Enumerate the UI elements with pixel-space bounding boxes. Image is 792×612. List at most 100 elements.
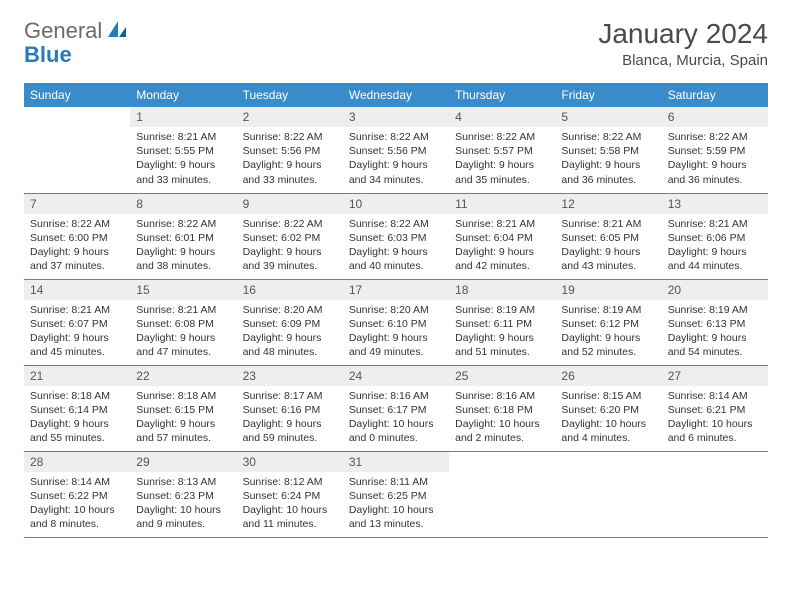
header: General January 2024 Blanca, Murcia, Spa… — [24, 18, 768, 69]
calendar-day-cell: 30Sunrise: 8:12 AMSunset: 6:24 PMDayligh… — [237, 451, 343, 537]
daylight-text: Daylight: 9 hours and 51 minutes. — [455, 331, 549, 359]
sunset-text: Sunset: 6:20 PM — [561, 403, 655, 417]
daylight-text: Daylight: 9 hours and 45 minutes. — [30, 331, 124, 359]
day-number — [555, 452, 661, 472]
day-details: Sunrise: 8:22 AMSunset: 6:02 PMDaylight:… — [237, 214, 343, 279]
daylight-text: Daylight: 9 hours and 36 minutes. — [668, 158, 762, 186]
calendar-table: Sunday Monday Tuesday Wednesday Thursday… — [24, 83, 768, 538]
sunrise-text: Sunrise: 8:22 AM — [349, 130, 443, 144]
daylight-text: Daylight: 9 hours and 34 minutes. — [349, 158, 443, 186]
weekday-header: Tuesday — [237, 83, 343, 107]
daylight-text: Daylight: 9 hours and 49 minutes. — [349, 331, 443, 359]
day-number: 30 — [237, 452, 343, 472]
calendar-day-cell: 27Sunrise: 8:14 AMSunset: 6:21 PMDayligh… — [662, 365, 768, 451]
daylight-text: Daylight: 9 hours and 33 minutes. — [243, 158, 337, 186]
sunrise-text: Sunrise: 8:20 AM — [243, 303, 337, 317]
daylight-text: Daylight: 10 hours and 8 minutes. — [30, 503, 124, 531]
sunrise-text: Sunrise: 8:21 AM — [136, 130, 230, 144]
calendar-day-cell: 22Sunrise: 8:18 AMSunset: 6:15 PMDayligh… — [130, 365, 236, 451]
daylight-text: Daylight: 10 hours and 9 minutes. — [136, 503, 230, 531]
day-number: 3 — [343, 107, 449, 127]
sunset-text: Sunset: 6:05 PM — [561, 231, 655, 245]
day-details: Sunrise: 8:18 AMSunset: 6:14 PMDaylight:… — [24, 386, 130, 451]
sunrise-text: Sunrise: 8:22 AM — [561, 130, 655, 144]
day-details: Sunrise: 8:21 AMSunset: 6:08 PMDaylight:… — [130, 300, 236, 365]
sunset-text: Sunset: 6:24 PM — [243, 489, 337, 503]
day-number — [449, 452, 555, 472]
day-number — [662, 452, 768, 472]
calendar-day-cell: 7Sunrise: 8:22 AMSunset: 6:00 PMDaylight… — [24, 193, 130, 279]
sunset-text: Sunset: 5:55 PM — [136, 144, 230, 158]
calendar-day-cell: 4Sunrise: 8:22 AMSunset: 5:57 PMDaylight… — [449, 107, 555, 193]
day-details: Sunrise: 8:21 AMSunset: 6:06 PMDaylight:… — [662, 214, 768, 279]
day-details: Sunrise: 8:20 AMSunset: 6:10 PMDaylight:… — [343, 300, 449, 365]
daylight-text: Daylight: 10 hours and 13 minutes. — [349, 503, 443, 531]
day-details: Sunrise: 8:21 AMSunset: 6:05 PMDaylight:… — [555, 214, 661, 279]
calendar-day-cell: 13Sunrise: 8:21 AMSunset: 6:06 PMDayligh… — [662, 193, 768, 279]
sunrise-text: Sunrise: 8:22 AM — [455, 130, 549, 144]
day-number: 17 — [343, 280, 449, 300]
sunrise-text: Sunrise: 8:19 AM — [561, 303, 655, 317]
sunset-text: Sunset: 6:13 PM — [668, 317, 762, 331]
day-number: 23 — [237, 366, 343, 386]
sunset-text: Sunset: 6:16 PM — [243, 403, 337, 417]
daylight-text: Daylight: 9 hours and 57 minutes. — [136, 417, 230, 445]
sunrise-text: Sunrise: 8:21 AM — [561, 217, 655, 231]
sunset-text: Sunset: 5:59 PM — [668, 144, 762, 158]
daylight-text: Daylight: 9 hours and 40 minutes. — [349, 245, 443, 273]
logo-sail-icon — [106, 19, 128, 44]
day-details: Sunrise: 8:11 AMSunset: 6:25 PMDaylight:… — [343, 472, 449, 537]
calendar-week-row: 28Sunrise: 8:14 AMSunset: 6:22 PMDayligh… — [24, 451, 768, 537]
day-number: 19 — [555, 280, 661, 300]
day-number: 11 — [449, 194, 555, 214]
daylight-text: Daylight: 9 hours and 43 minutes. — [561, 245, 655, 273]
daylight-text: Daylight: 9 hours and 55 minutes. — [30, 417, 124, 445]
calendar-body: 1Sunrise: 8:21 AMSunset: 5:55 PMDaylight… — [24, 107, 768, 537]
sunset-text: Sunset: 5:56 PM — [243, 144, 337, 158]
day-details: Sunrise: 8:21 AMSunset: 6:07 PMDaylight:… — [24, 300, 130, 365]
sunset-text: Sunset: 5:56 PM — [349, 144, 443, 158]
daylight-text: Daylight: 9 hours and 52 minutes. — [561, 331, 655, 359]
day-number: 6 — [662, 107, 768, 127]
calendar-day-cell: 26Sunrise: 8:15 AMSunset: 6:20 PMDayligh… — [555, 365, 661, 451]
daylight-text: Daylight: 9 hours and 54 minutes. — [668, 331, 762, 359]
sunset-text: Sunset: 6:21 PM — [668, 403, 762, 417]
sunset-text: Sunset: 5:57 PM — [455, 144, 549, 158]
sunset-text: Sunset: 6:23 PM — [136, 489, 230, 503]
calendar-day-cell — [555, 451, 661, 537]
calendar-day-cell — [449, 451, 555, 537]
weekday-header: Monday — [130, 83, 236, 107]
day-number: 1 — [130, 107, 236, 127]
sunrise-text: Sunrise: 8:19 AM — [455, 303, 549, 317]
day-number: 15 — [130, 280, 236, 300]
calendar-day-cell: 25Sunrise: 8:16 AMSunset: 6:18 PMDayligh… — [449, 365, 555, 451]
daylight-text: Daylight: 9 hours and 39 minutes. — [243, 245, 337, 273]
day-number: 22 — [130, 366, 236, 386]
day-details: Sunrise: 8:19 AMSunset: 6:12 PMDaylight:… — [555, 300, 661, 365]
daylight-text: Daylight: 9 hours and 37 minutes. — [30, 245, 124, 273]
daylight-text: Daylight: 10 hours and 11 minutes. — [243, 503, 337, 531]
calendar-day-cell: 19Sunrise: 8:19 AMSunset: 6:12 PMDayligh… — [555, 279, 661, 365]
sunrise-text: Sunrise: 8:22 AM — [668, 130, 762, 144]
sunrise-text: Sunrise: 8:22 AM — [243, 130, 337, 144]
sunrise-text: Sunrise: 8:21 AM — [668, 217, 762, 231]
calendar-day-cell: 28Sunrise: 8:14 AMSunset: 6:22 PMDayligh… — [24, 451, 130, 537]
page-subtitle: Blanca, Murcia, Spain — [598, 52, 768, 69]
day-number: 21 — [24, 366, 130, 386]
day-number: 16 — [237, 280, 343, 300]
calendar-day-cell: 16Sunrise: 8:20 AMSunset: 6:09 PMDayligh… — [237, 279, 343, 365]
day-number: 12 — [555, 194, 661, 214]
sunset-text: Sunset: 6:12 PM — [561, 317, 655, 331]
sunset-text: Sunset: 6:11 PM — [455, 317, 549, 331]
daylight-text: Daylight: 9 hours and 44 minutes. — [668, 245, 762, 273]
calendar-day-cell: 31Sunrise: 8:11 AMSunset: 6:25 PMDayligh… — [343, 451, 449, 537]
day-details: Sunrise: 8:14 AMSunset: 6:22 PMDaylight:… — [24, 472, 130, 537]
day-number: 20 — [662, 280, 768, 300]
sunset-text: Sunset: 6:09 PM — [243, 317, 337, 331]
daylight-text: Daylight: 10 hours and 6 minutes. — [668, 417, 762, 445]
sunrise-text: Sunrise: 8:16 AM — [349, 389, 443, 403]
day-details: Sunrise: 8:22 AMSunset: 6:01 PMDaylight:… — [130, 214, 236, 279]
day-number: 10 — [343, 194, 449, 214]
day-details: Sunrise: 8:17 AMSunset: 6:16 PMDaylight:… — [237, 386, 343, 451]
calendar-day-cell: 1Sunrise: 8:21 AMSunset: 5:55 PMDaylight… — [130, 107, 236, 193]
